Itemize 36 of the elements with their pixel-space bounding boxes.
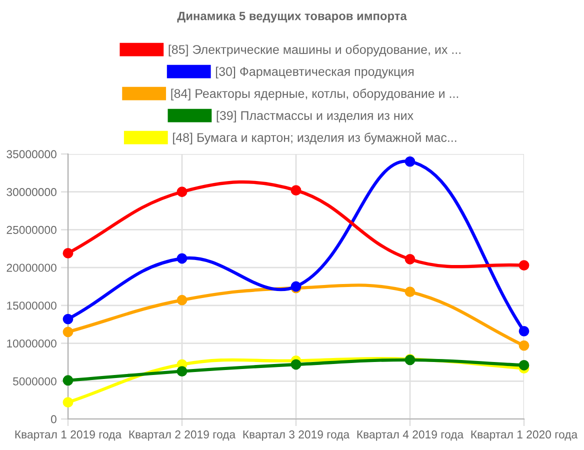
y-tick-label: 0 (51, 415, 56, 424)
legend-label: [30] Фармацевтическая продукция (216, 66, 414, 78)
y-tick-label: 10000000 (7, 339, 56, 348)
y-tick-label: 30000000 (6, 188, 56, 196)
point (518, 360, 530, 370)
point (176, 294, 188, 306)
x-tick-label: Квартал 4 2019 года (357, 430, 464, 441)
y-tick-label: 20000000 (6, 264, 56, 272)
point (518, 326, 530, 336)
y-tick-label: 25000000 (6, 226, 56, 234)
point (518, 340, 530, 351)
point (404, 286, 416, 298)
x-tick-label: Квартал 2 2019 года (129, 430, 236, 441)
point (176, 186, 188, 198)
legend-label: [84] Реакторы ядерные, котлы, оборудование и ... (171, 88, 458, 100)
legend-label: [39] Пластмассы и изделия из них (216, 110, 414, 122)
x-tick-label: Квартал 3 2019 года (243, 430, 350, 441)
point (518, 260, 530, 271)
y-tick-label: 5000000 (13, 377, 56, 386)
point (290, 185, 302, 196)
point (62, 326, 74, 338)
point (62, 248, 74, 258)
y-tick-label: 15000000 (7, 302, 56, 310)
point (62, 397, 74, 408)
chart-title: Динамика 5 ведущих товаров импорта (177, 12, 407, 23)
legend-label: [48] Бумага и картон; изделия из бумажной мас... (173, 132, 456, 144)
x-tick-label: Квартал 1 2020 года (471, 430, 578, 441)
point (404, 254, 416, 264)
x-tick-label: Квартал 1 2019 года (15, 430, 122, 441)
legend-label: [85] Электрические машины и оборудование, их ... (168, 44, 460, 56)
point (62, 314, 74, 324)
y-tick-label: 35000000 (6, 150, 56, 158)
point (176, 366, 188, 377)
point (404, 156, 416, 167)
point (290, 359, 302, 370)
point (176, 253, 188, 264)
